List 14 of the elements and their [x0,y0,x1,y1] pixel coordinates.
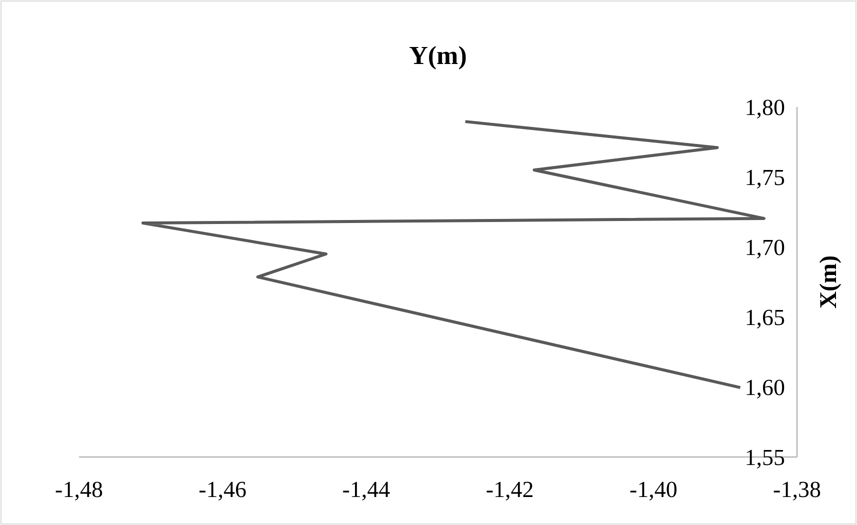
y-tick-label: 1,70 [744,235,785,260]
x-tick-label: -1,42 [486,477,534,502]
y-tick-label: 1,65 [744,305,785,330]
x-tick-label: -1,40 [629,477,678,502]
y-tick-label: 1,55 [744,445,785,470]
x-tick-label: -1,44 [342,477,391,502]
y-tick-label: 1,75 [744,165,785,190]
y-axis-title: X(m) [816,255,842,309]
y-tick-label: 1,60 [744,375,785,400]
x-tick-label: -1,38 [773,477,821,502]
chart-title: Y(m) [409,41,467,70]
x-tick-label: -1,48 [55,477,103,502]
y-tick-label: 1,80 [744,95,785,120]
x-tick-label: -1,46 [198,477,247,502]
